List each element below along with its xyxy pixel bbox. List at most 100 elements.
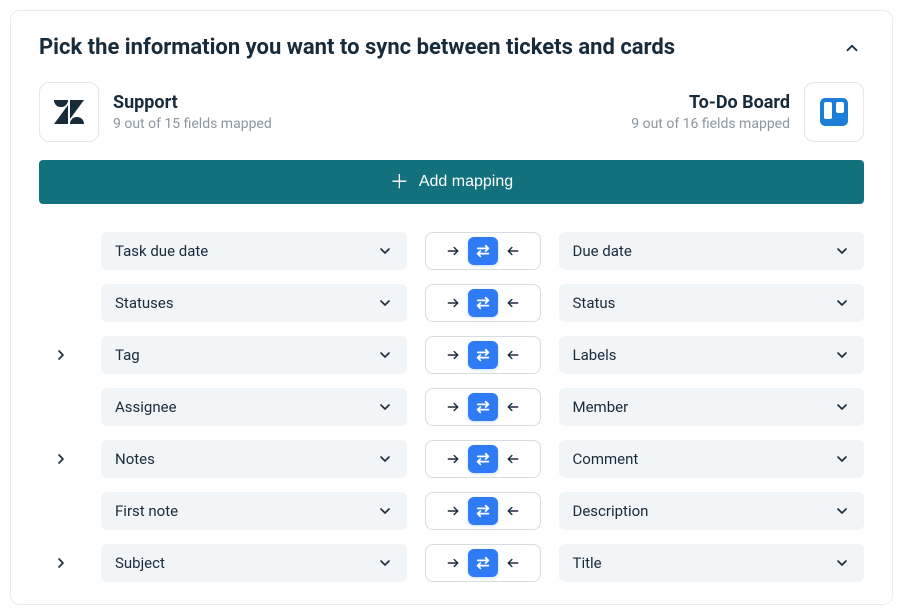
right-field-label: Due date (573, 242, 632, 260)
right-field-label: Description (573, 502, 649, 520)
left-field-select[interactable]: Task due date (101, 232, 407, 270)
left-field-select[interactable]: First note (101, 492, 407, 530)
mapping-row: Subject Title (39, 544, 864, 582)
panel-header: Pick the information you want to sync be… (39, 35, 864, 60)
right-app-name: To-Do Board (631, 92, 790, 114)
left-field-label: Tag (115, 346, 140, 364)
left-field-select[interactable]: Subject (101, 544, 407, 582)
zendesk-icon (39, 82, 99, 142)
direction-control[interactable] (425, 232, 541, 270)
arrow-right-icon (439, 556, 467, 570)
right-field-select[interactable]: Due date (559, 232, 865, 270)
left-field-label: Assignee (115, 398, 177, 416)
right-app-block: To-Do Board 9 out of 16 fields mapped (631, 82, 864, 142)
bidirectional-sync-icon (468, 549, 498, 577)
left-app-block: Support 9 out of 15 fields mapped (39, 82, 272, 142)
right-field-label: Status (573, 294, 616, 312)
left-field-label: Subject (115, 554, 165, 572)
trello-icon (804, 82, 864, 142)
right-app-info: To-Do Board 9 out of 16 fields mapped (631, 92, 790, 132)
chevron-down-icon (834, 347, 850, 363)
arrow-right-icon (439, 400, 467, 414)
left-field-select[interactable]: Tag (101, 336, 407, 374)
right-field-select[interactable]: Description (559, 492, 865, 530)
expand-row-icon[interactable] (53, 451, 69, 467)
direction-control[interactable] (425, 284, 541, 322)
arrow-left-icon (499, 244, 527, 258)
left-field-select[interactable]: Statuses (101, 284, 407, 322)
mapping-row: Assignee Member (39, 388, 864, 426)
chevron-down-icon (834, 555, 850, 571)
mapping-row: Tag Labels (39, 336, 864, 374)
chevron-down-icon (377, 347, 393, 363)
arrow-right-icon (439, 452, 467, 466)
add-mapping-button[interactable]: ＋ Add mapping (39, 160, 864, 204)
arrow-right-icon (439, 244, 467, 258)
direction-control[interactable] (425, 440, 541, 478)
left-field-label: Task due date (115, 242, 208, 260)
chevron-down-icon (377, 399, 393, 415)
chevron-down-icon (377, 555, 393, 571)
bidirectional-sync-icon (468, 393, 498, 421)
bidirectional-sync-icon (468, 445, 498, 473)
right-app-subtitle: 9 out of 16 fields mapped (631, 116, 790, 132)
arrow-right-icon (439, 504, 467, 518)
chevron-down-icon (377, 503, 393, 519)
expand-cell (39, 347, 83, 363)
expand-row-icon[interactable] (53, 347, 69, 363)
direction-control[interactable] (425, 492, 541, 530)
chevron-down-icon (377, 451, 393, 467)
left-field-label: First note (115, 502, 178, 520)
right-field-select[interactable]: Member (559, 388, 865, 426)
right-field-label: Comment (573, 450, 639, 468)
arrow-left-icon (499, 296, 527, 310)
arrow-left-icon (499, 556, 527, 570)
chevron-down-icon (377, 243, 393, 259)
bidirectional-sync-icon (468, 237, 498, 265)
direction-control[interactable] (425, 544, 541, 582)
add-mapping-label: Add mapping (419, 173, 513, 191)
right-field-select[interactable]: Title (559, 544, 865, 582)
expand-row-icon[interactable] (53, 555, 69, 571)
arrow-left-icon (499, 452, 527, 466)
chevron-down-icon (834, 503, 850, 519)
right-field-label: Labels (573, 346, 617, 364)
bidirectional-sync-icon (468, 497, 498, 525)
expand-cell (39, 555, 83, 571)
bidirectional-sync-icon (468, 341, 498, 369)
collapse-icon[interactable] (840, 36, 864, 60)
arrow-left-icon (499, 400, 527, 414)
plus-icon: ＋ (390, 173, 409, 192)
chevron-down-icon (834, 243, 850, 259)
panel-title: Pick the information you want to sync be… (39, 35, 675, 60)
chevron-down-icon (834, 399, 850, 415)
left-app-info: Support 9 out of 15 fields mapped (113, 92, 272, 132)
left-field-label: Statuses (115, 294, 174, 312)
direction-control[interactable] (425, 336, 541, 374)
chevron-down-icon (834, 451, 850, 467)
apps-row: Support 9 out of 15 fields mapped To-Do … (39, 82, 864, 142)
arrow-right-icon (439, 296, 467, 310)
right-field-select[interactable]: Labels (559, 336, 865, 374)
left-field-label: Notes (115, 450, 155, 468)
left-field-select[interactable]: Notes (101, 440, 407, 478)
left-app-subtitle: 9 out of 15 fields mapped (113, 116, 272, 132)
bidirectional-sync-icon (468, 289, 498, 317)
mapping-row: Notes Comment (39, 440, 864, 478)
arrow-left-icon (499, 348, 527, 362)
right-field-label: Member (573, 398, 629, 416)
left-app-name: Support (113, 92, 272, 114)
direction-control[interactable] (425, 388, 541, 426)
chevron-down-icon (377, 295, 393, 311)
sync-config-panel: Pick the information you want to sync be… (10, 10, 893, 605)
arrow-left-icon (499, 504, 527, 518)
left-field-select[interactable]: Assignee (101, 388, 407, 426)
arrow-right-icon (439, 348, 467, 362)
mapping-row: First note Description (39, 492, 864, 530)
mappings-list: Task due date Due date Statuses Status Tag La… (39, 232, 864, 582)
expand-cell (39, 451, 83, 467)
mapping-row: Statuses Status (39, 284, 864, 322)
right-field-select[interactable]: Status (559, 284, 865, 322)
right-field-select[interactable]: Comment (559, 440, 865, 478)
chevron-down-icon (834, 295, 850, 311)
